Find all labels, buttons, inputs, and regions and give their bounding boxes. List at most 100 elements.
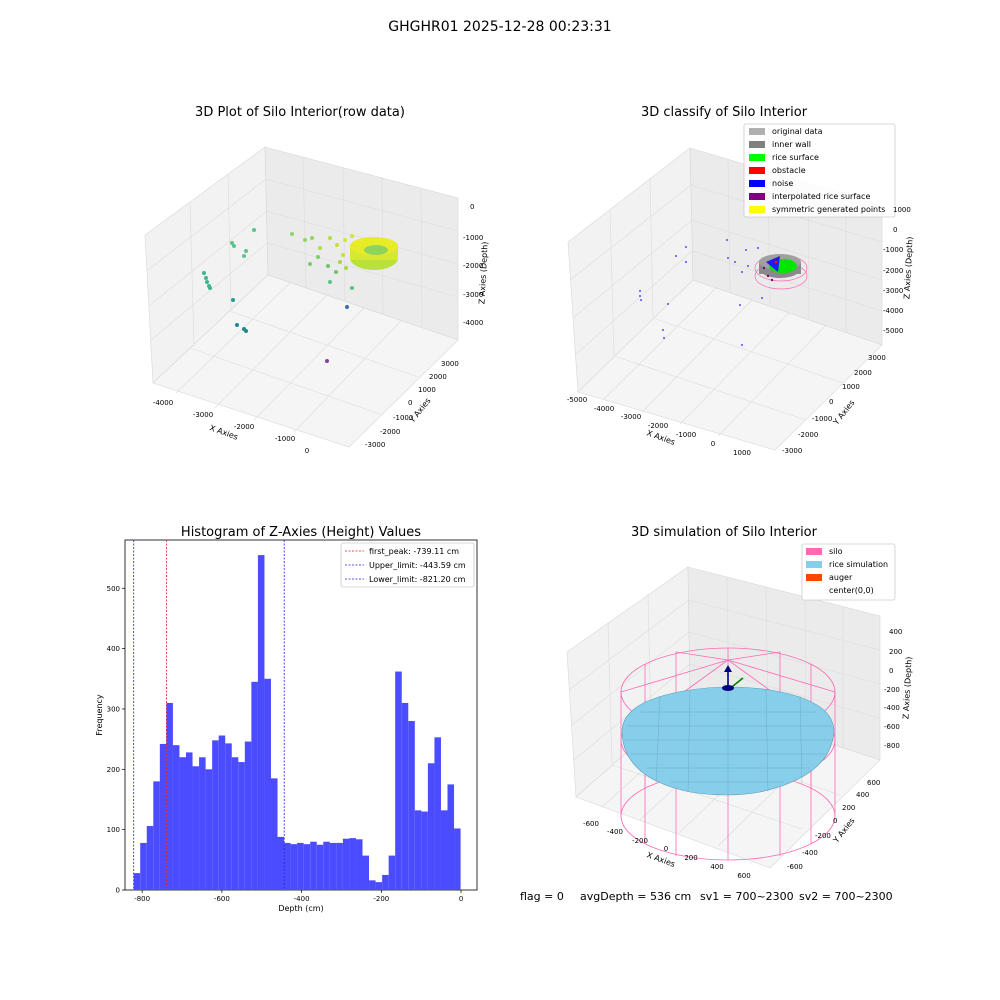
tick-label: 0 — [893, 226, 897, 234]
noise-point — [663, 337, 665, 339]
interpolated-point — [762, 266, 766, 270]
rice-surface-center — [364, 245, 388, 255]
tick-label: 1000 — [893, 206, 911, 214]
tick-label: -1000 — [883, 246, 903, 254]
tick-label: -200 — [373, 895, 389, 903]
simulation-title: 3D simulation of Silo Interior — [631, 525, 818, 540]
tick-label: 600 — [867, 779, 880, 787]
point — [328, 280, 332, 284]
tick-label: -400 — [802, 849, 818, 857]
point — [350, 234, 354, 238]
histogram-bar — [297, 842, 304, 890]
histogram-bar — [185, 752, 193, 890]
histogram-y-axis-label: Frequency — [95, 694, 104, 736]
noise-point — [739, 304, 741, 306]
point — [334, 270, 338, 274]
tick-label: 0 — [829, 398, 833, 406]
status-footer: flag = 0 avgDepth = 536 cm sv1 = 700~230… — [520, 890, 893, 903]
histogram-bar — [212, 740, 219, 890]
grid-lines — [569, 158, 883, 437]
raw-z-ticks: 0 -1000 -2000 -3000 -4000 — [463, 203, 483, 327]
histogram-bar — [218, 735, 226, 890]
status-flag: flag = 0 — [520, 890, 564, 903]
noise-point — [685, 261, 687, 263]
classify-z-ticks: 1000 0 -1000 -2000 -3000 -4000 -5000 — [883, 206, 911, 335]
tick-label: 0 — [711, 440, 715, 448]
raw-y-ticks: -3000 -2000 -1000 0 1000 2000 3000 — [365, 360, 459, 449]
tick-label: -1000 — [463, 234, 483, 242]
tick-label: 1000 — [842, 383, 860, 391]
raw-points — [202, 228, 398, 363]
histogram-bar — [375, 882, 383, 890]
tick-label: 0 — [305, 447, 309, 455]
point — [232, 244, 236, 248]
legend-label: Lower_limit: -821.20 cm — [369, 575, 466, 584]
histogram-bar — [277, 836, 285, 890]
histogram-x-axis-label: Depth (cm) — [278, 904, 323, 913]
tick-label: 200 — [889, 648, 902, 656]
tick-label: 2000 — [429, 373, 447, 381]
tick-label: 600 — [737, 872, 750, 880]
point — [316, 255, 320, 259]
tick-label: -3000 — [463, 291, 483, 299]
noise-point — [639, 295, 641, 297]
legend-label: inner wall — [772, 140, 811, 149]
auger-z-arrow — [724, 665, 732, 672]
legend-swatch — [806, 561, 822, 568]
histogram-reference-lines — [133, 540, 285, 890]
tick-label: -5000 — [567, 396, 587, 404]
classify-z-axis-label: Z Axies (Depth) — [902, 236, 914, 299]
legend-swatch — [749, 154, 765, 161]
tick-label: -1000 — [393, 414, 413, 422]
histogram-bar — [192, 766, 200, 890]
noise-point — [639, 290, 641, 292]
histogram-bar — [395, 671, 402, 890]
tick-label: -200 — [815, 832, 831, 840]
tick-label: -200 — [884, 686, 900, 694]
histogram-bar — [225, 743, 232, 890]
legend-label: auger — [829, 573, 853, 582]
tick-label: 400 — [889, 628, 902, 636]
pane-floor — [152, 274, 459, 448]
tick-label: -1000 — [676, 431, 696, 439]
classify-x-axis-label: X Axies — [645, 428, 676, 447]
tick-label: 200 — [842, 804, 855, 812]
simulation-z-ticks: 400 200 0 -200 -400 -600 -800 — [884, 628, 902, 750]
noise-point — [734, 261, 736, 263]
status-sv1: sv1 = 700~2300 — [700, 890, 794, 903]
tick-label: 200 — [107, 766, 120, 774]
histogram-bar — [205, 769, 213, 890]
legend-label: center(0,0) — [829, 586, 874, 595]
point — [242, 254, 246, 258]
tick-label: -2000 — [463, 262, 483, 270]
noise-point — [640, 299, 642, 301]
histogram-bar — [231, 757, 239, 890]
tick-label: -3000 — [621, 413, 641, 421]
histogram-bar — [244, 741, 252, 890]
tick-label: 200 — [684, 854, 697, 862]
point — [202, 271, 206, 275]
histogram-bar — [172, 745, 180, 890]
tick-label: 3000 — [868, 354, 886, 362]
noise-point — [727, 257, 729, 259]
tick-label: -600 — [214, 895, 230, 903]
tick-label: -3000 — [782, 447, 802, 455]
legend-frame — [340, 542, 475, 588]
tick-label: -400 — [607, 828, 623, 836]
histogram-bar — [159, 743, 167, 890]
tick-label: -1000 — [812, 415, 832, 423]
tick-label: 500 — [107, 585, 120, 593]
tick-label: 0 — [833, 817, 837, 825]
legend-label: rice surface — [772, 153, 819, 162]
histogram-legend: first_peak: -739.11 cm Upper_limit: -443… — [340, 542, 475, 588]
tick-label: -2000 — [798, 431, 818, 439]
tick-label: -2000 — [648, 422, 668, 430]
noise-point — [685, 246, 687, 248]
tick-label: 0 — [664, 845, 668, 853]
histogram-bar — [270, 778, 278, 890]
histogram-bar — [440, 810, 448, 890]
pane-floor — [577, 279, 883, 451]
panel-simulation: 3D simulation of Silo Interior — [566, 525, 914, 880]
classify-points — [639, 239, 808, 346]
